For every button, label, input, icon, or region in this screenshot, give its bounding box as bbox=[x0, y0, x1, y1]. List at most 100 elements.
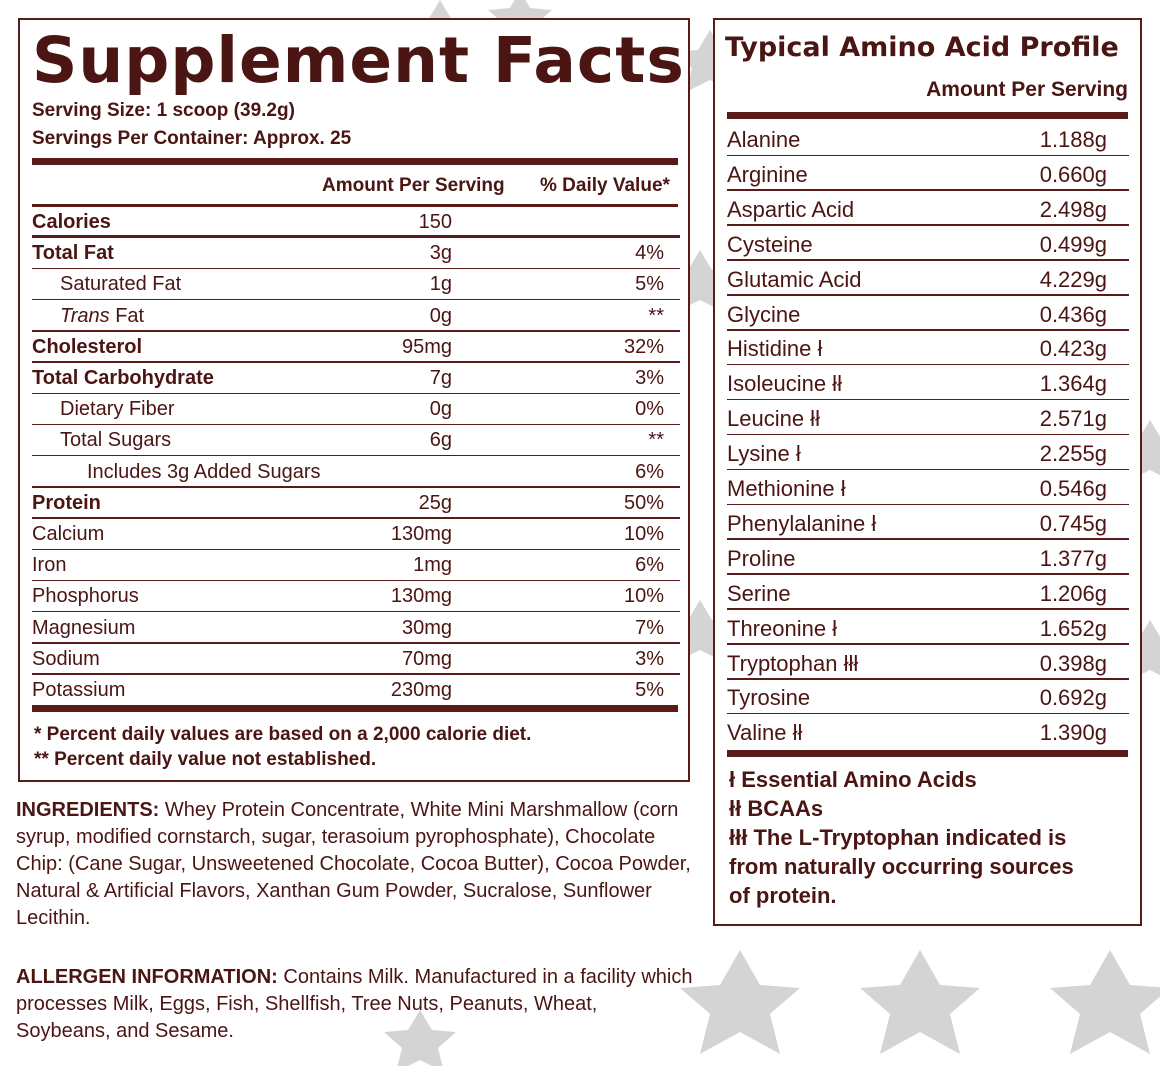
table-row: Protein 25g 50% bbox=[32, 488, 680, 519]
table-row: Potassium 230mg 5% bbox=[32, 675, 680, 706]
row-divider bbox=[32, 548, 680, 550]
row-divider bbox=[727, 503, 1129, 505]
table-row: Calories 150 bbox=[32, 207, 680, 238]
row-divider bbox=[32, 361, 680, 363]
nutrient-daily-value: 6% bbox=[635, 460, 664, 483]
amino-row: Methionine ł 0.546g bbox=[727, 470, 1129, 505]
nutrient-amount: 0g bbox=[429, 304, 452, 327]
table-row: Sodium 70mg 3% bbox=[32, 644, 680, 675]
amino-name: Lysine ł bbox=[727, 441, 801, 467]
row-divider bbox=[727, 573, 1129, 575]
amino-row: Proline 1.377g bbox=[727, 540, 1129, 575]
amino-name: Aspartic Acid bbox=[727, 196, 855, 222]
nutrient-amount: 6g bbox=[429, 429, 452, 452]
nutrient-daily-value: 0% bbox=[635, 398, 664, 421]
table-row: Calcium 130mg 10% bbox=[32, 519, 680, 550]
footnote-daily-values: * Percent daily values are based on a 2,… bbox=[34, 724, 532, 745]
nutrient-daily-value: 4% bbox=[635, 242, 664, 265]
amino-name: Alanine bbox=[727, 127, 801, 152]
amino-name: Serine bbox=[727, 580, 791, 606]
row-divider bbox=[32, 642, 680, 644]
row-divider bbox=[32, 579, 680, 582]
amino-row: Glutamic Acid 4.229g bbox=[727, 261, 1129, 296]
amino-row: Glycine 0.436g bbox=[727, 296, 1129, 331]
amino-top-divider bbox=[727, 112, 1128, 119]
nutrient-name: Protein bbox=[32, 491, 101, 514]
amino-row: Phenylalanine ł 0.745g bbox=[727, 505, 1129, 540]
nutrient-amount: 230mg bbox=[390, 679, 452, 701]
row-divider bbox=[727, 294, 1129, 296]
nutrient-amount: 25g bbox=[418, 491, 452, 514]
table-row: Phosphorus 130mg 10% bbox=[32, 581, 680, 613]
nutrient-name: Magnesium bbox=[32, 616, 136, 639]
amino-name: Threonine ł bbox=[727, 615, 838, 641]
row-divider bbox=[727, 154, 1129, 156]
supplement-facts-title: Supplement Facts bbox=[32, 24, 685, 97]
row-divider bbox=[727, 224, 1129, 226]
supplement-facts-panel: Supplement Facts Serving Size: 1 scoop (… bbox=[18, 18, 690, 782]
amino-row: Tyrosine 0.692g bbox=[727, 679, 1129, 715]
nutrient-name: Total Sugars bbox=[60, 429, 172, 452]
table-row: Iron 1mg 6% bbox=[32, 550, 680, 582]
amino-acid-panel: Typical Amino Acid Profile Amount Per Se… bbox=[713, 18, 1142, 926]
amino-value: 0.423g bbox=[1039, 336, 1107, 362]
nutrient-name: Total Fat bbox=[32, 242, 114, 265]
table-row: Magnesium 30mg 7% bbox=[32, 613, 680, 644]
nutrient-amount: 150 bbox=[418, 211, 452, 233]
nutrient-daily-value: 10% bbox=[623, 585, 664, 608]
nutrient-name-italic: Trans bbox=[60, 304, 110, 327]
legend-bcaa: łł BCAAs bbox=[729, 796, 824, 821]
row-divider bbox=[727, 468, 1129, 471]
amino-name: Tryptophan łłł bbox=[727, 650, 859, 676]
nutrient-amount: 130mg bbox=[390, 585, 452, 608]
servings-per-container: Servings Per Container: Approx. 25 bbox=[32, 128, 352, 149]
amino-row: Isoleucine łł 1.364g bbox=[727, 365, 1129, 401]
amino-value: 1.377g bbox=[1039, 545, 1107, 571]
amino-name: Histidine ł bbox=[727, 336, 823, 362]
nutrient-daily-value: 3% bbox=[635, 647, 664, 670]
row-divider bbox=[727, 329, 1129, 331]
amino-value: 1.188g bbox=[1039, 127, 1107, 152]
amino-row: Alanine 1.188g bbox=[727, 121, 1129, 156]
nutrient-name: Iron bbox=[32, 554, 67, 577]
table-row: Trans Fat 0g ** bbox=[32, 301, 680, 332]
amino-row: Histidine ł 0.423g bbox=[727, 330, 1129, 366]
amino-name: Phenylalanine ł bbox=[727, 510, 877, 536]
footnote-not-established: ** Percent daily value not established. bbox=[34, 749, 377, 770]
amino-acid-subtitle: Amount Per Serving bbox=[926, 78, 1128, 101]
nutrient-amount: 130mg bbox=[390, 523, 452, 545]
row-divider bbox=[727, 678, 1129, 680]
row-divider bbox=[32, 330, 680, 332]
amino-value: 0.499g bbox=[1039, 231, 1107, 257]
nutrient-name: Calories bbox=[32, 211, 111, 233]
table-row: Dietary Fiber 0g 0% bbox=[32, 394, 680, 426]
legend-tryptophan-line1: łłł The L-Tryptophan indicated is bbox=[729, 825, 1067, 850]
allergen-label: ALLERGEN INFORMATION: bbox=[16, 966, 278, 988]
row-divider bbox=[727, 259, 1129, 261]
amino-row: Serine 1.206g bbox=[727, 575, 1129, 610]
amino-name: Cysteine bbox=[727, 231, 813, 257]
row-divider bbox=[32, 392, 680, 394]
amino-bottom-divider bbox=[727, 750, 1128, 757]
amino-row: Threonine ł 1.652g bbox=[727, 610, 1129, 645]
amino-row: Leucine łł 2.571g bbox=[727, 400, 1129, 436]
legend-tryptophan-line2: from naturally occurring sources bbox=[729, 854, 1074, 879]
table-row: Includes 3g Added Sugars 6% bbox=[32, 457, 680, 488]
amino-value: 0.398g bbox=[1039, 650, 1107, 676]
row-divider bbox=[32, 486, 680, 488]
amino-row: Aspartic Acid 2.498g bbox=[727, 191, 1129, 226]
nutrient-amount: 3g bbox=[429, 242, 452, 265]
row-divider bbox=[727, 643, 1129, 645]
amino-row: Lysine ł 2.255g bbox=[727, 435, 1129, 471]
nutrient-amount: 70mg bbox=[401, 647, 452, 670]
legend-tryptophan-line3: of protein. bbox=[729, 883, 837, 908]
row-divider bbox=[727, 538, 1129, 540]
amino-name: Leucine łł bbox=[727, 406, 820, 432]
amino-row: Arginine 0.660g bbox=[727, 156, 1129, 191]
nutrient-amount: 0g bbox=[429, 398, 452, 421]
amino-row: Valine łł 1.390g bbox=[727, 714, 1129, 749]
ingredients-text: Whey Protein Concentrate, White Mini Mar… bbox=[16, 799, 691, 929]
nutrient-daily-value: 10% bbox=[623, 523, 664, 545]
amino-value: 2.571g bbox=[1039, 406, 1107, 432]
amino-value: 1.652g bbox=[1039, 615, 1107, 641]
